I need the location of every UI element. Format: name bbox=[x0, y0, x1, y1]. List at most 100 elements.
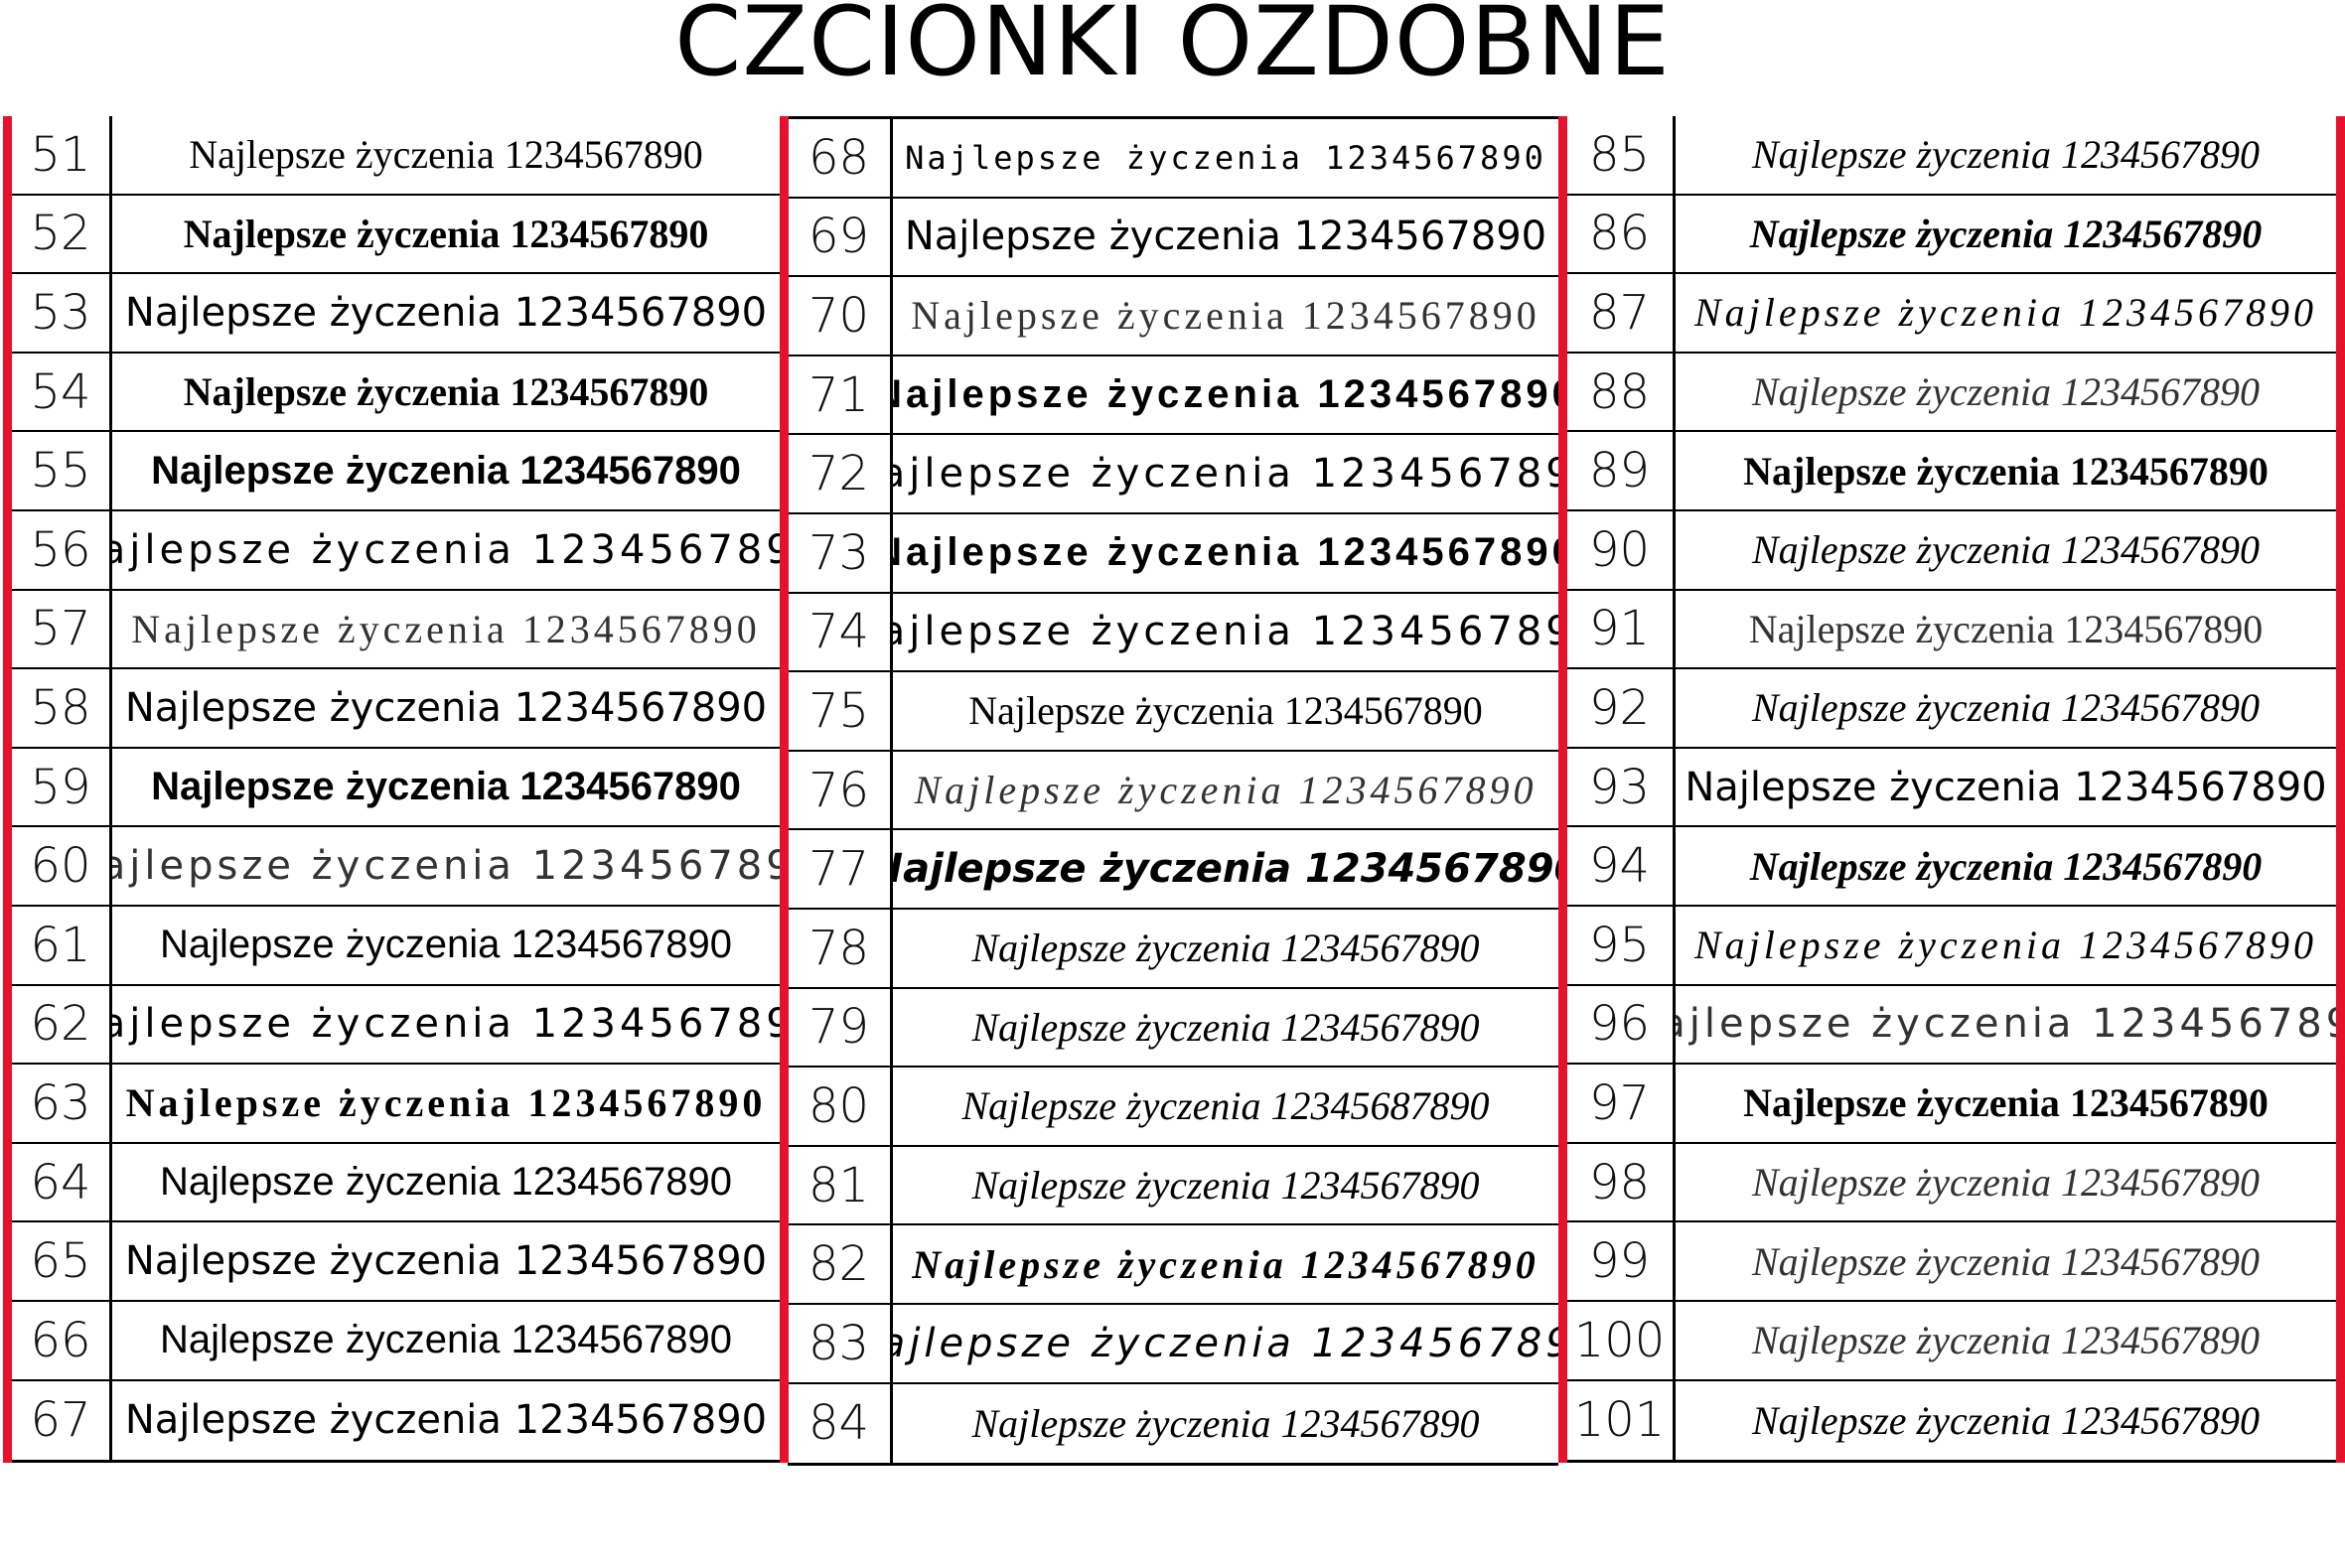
font-sample-row: 58 Najlepsze życzenia 1234567890 bbox=[12, 669, 780, 749]
font-number: 80 bbox=[788, 1068, 893, 1145]
font-number: 65 bbox=[12, 1222, 112, 1300]
font-sample-text: Najlepsze życzenia 1234567890 bbox=[1751, 527, 2261, 573]
font-number: 90 bbox=[1566, 511, 1676, 589]
font-sample-row: 69 Najlepsze życzenia 1234567890 bbox=[788, 198, 1558, 278]
font-sample-text: Najlepsze życzenia 1234567890 bbox=[151, 765, 741, 809]
font-sample-text: Najlepsze życzenia 1234567890 bbox=[183, 211, 709, 256]
font-sample-text: Najlepsze życzenia 1234567890 bbox=[893, 530, 1558, 575]
font-sample-text: Najlepsze życzenia 1234567890 bbox=[1751, 369, 2261, 415]
font-column-3: 85 Najlepsze życzenia 1234567890 86 Najleps… bbox=[1566, 116, 2336, 1463]
font-sample-text: Najlepsze życzenia 1234567890 bbox=[160, 923, 732, 967]
font-sample-row: 62Najlepsze życzenia 1234567890 bbox=[12, 985, 780, 1066]
font-sample-text: Najlepsze życzenia 1234567890 bbox=[971, 1004, 1480, 1050]
font-sample-text: Najlepsze życzenia 1234567890 bbox=[1748, 606, 2264, 651]
font-sample-text: Najlepsze życzenia 1234567890 bbox=[1751, 685, 2261, 731]
font-sample-text: Najlepsze życzenia 1234567890 bbox=[1751, 1160, 2261, 1206]
font-number: 52 bbox=[12, 195, 112, 273]
font-number: 82 bbox=[788, 1225, 893, 1303]
font-number: 88 bbox=[1566, 353, 1676, 431]
font-sample-row: 94 Najlepsze życzenia 1234567890 bbox=[1566, 827, 2336, 907]
font-number: 98 bbox=[1566, 1143, 1676, 1221]
font-sample-text: Najlepsze życzenia 1234567890 bbox=[1749, 211, 2263, 256]
font-sample-text: Najlepsze życzenia 1234567890 bbox=[1693, 290, 2318, 336]
font-sample-text: Najlepsze życzenia 1234567890 bbox=[971, 1400, 1480, 1446]
font-number: 56 bbox=[12, 511, 112, 589]
font-sample-text: Najlepsze życzenia 1234567890 bbox=[1743, 448, 2269, 494]
font-sample-row: 92 Najlepsze życzenia 1234567890 bbox=[1566, 669, 2336, 749]
font-number: 99 bbox=[1566, 1222, 1676, 1300]
font-number: 70 bbox=[788, 277, 893, 355]
font-number: 81 bbox=[788, 1146, 893, 1224]
font-sample-text: Najlepsze życzenia 1234567890 bbox=[905, 138, 1546, 177]
font-sample-row: 82 Najlepsze życzenia 1234567890 bbox=[788, 1225, 1558, 1305]
font-number: 54 bbox=[12, 353, 112, 431]
font-number: 73 bbox=[788, 514, 893, 592]
font-number: 95 bbox=[1566, 907, 1676, 984]
red-divider bbox=[3, 116, 12, 1463]
font-sample-text: Najlepsze życzenia 1234567890 bbox=[124, 1238, 768, 1285]
font-sample-text: Najlepsze życzenia 1234567890 bbox=[125, 1080, 767, 1126]
font-sample-text: Najlepsze życzenia 1234567890 bbox=[971, 1163, 1480, 1209]
font-number: 62 bbox=[12, 985, 112, 1064]
font-number: 71 bbox=[788, 356, 893, 434]
font-sample-row: 100 Najlepsze życzenia 1234567890 bbox=[1566, 1302, 2336, 1381]
font-number: 58 bbox=[12, 669, 112, 747]
font-sample-text: Najlepsze życzenia 1234567890 bbox=[1676, 1001, 2336, 1048]
font-number: 93 bbox=[1566, 748, 1676, 826]
font-sample-text: Najlepsze życzenia 1234567890 bbox=[893, 372, 1558, 417]
font-sample-text: Najlepsze życzenia 1234567890 bbox=[1751, 132, 2261, 178]
font-sample-row: 64 Najlepsze życzenia 1234567890 bbox=[12, 1143, 780, 1223]
font-sample-text: Najlepsze życzenia 1234567890 bbox=[904, 214, 1547, 260]
font-number: 87 bbox=[1566, 274, 1676, 352]
font-sample-row: 76 Najlepsze życzenia 1234567890 bbox=[788, 751, 1558, 831]
font-sample-row: 72Najlepsze życzenia 1234567890 bbox=[788, 435, 1558, 514]
font-sample-row: 89 Najlepsze życzenia 1234567890 bbox=[1566, 432, 2336, 511]
font-sample-row: 99 Najlepsze życzenia 1234567890 bbox=[1566, 1222, 2336, 1302]
font-sample-text: Najlepsze życzenia 1234567890 bbox=[1693, 923, 2318, 968]
font-sample-row: 71 Najlepsze życzenia 1234567890 bbox=[788, 356, 1558, 436]
font-sample-row: 61 Najlepsze życzenia 1234567890 bbox=[12, 907, 780, 986]
font-sample-text: Najlepsze życzenia 1234567890 bbox=[160, 1160, 732, 1205]
font-sample-row: 55 Najlepsze życzenia 1234567890 bbox=[12, 432, 780, 511]
font-number: 75 bbox=[788, 672, 893, 750]
font-sample-text: Najlepsze życzenia 1234567890 bbox=[112, 1001, 780, 1048]
red-divider bbox=[780, 116, 789, 1463]
font-sample-text: Najlepsze życzenia 1234567890 bbox=[1751, 1238, 2261, 1284]
font-sample-row: 93 Najlepsze życzenia 1234567890 bbox=[1566, 748, 2336, 828]
font-number: 77 bbox=[788, 830, 893, 908]
font-number: 100 bbox=[1566, 1302, 1676, 1379]
font-sample-row: 51 Najlepsze życzenia 1234567890 bbox=[12, 116, 780, 196]
font-sample-row: 75 Najlepsze życzenia 1234567890 bbox=[788, 672, 1558, 752]
font-sample-row: 91 Najlepsze życzenia 1234567890 bbox=[1566, 590, 2336, 670]
font-number: 74 bbox=[788, 593, 893, 671]
font-sample-text: Najlepsze życzenia 1234567890 bbox=[968, 688, 1483, 734]
font-number: 61 bbox=[12, 907, 112, 984]
font-sample-row: 67 Najlepsze życzenia 1234567890 bbox=[12, 1380, 780, 1461]
font-number: 85 bbox=[1566, 116, 1676, 194]
font-sample-row: 96Najlepsze życzenia 1234567890 bbox=[1566, 985, 2336, 1066]
font-sample-row: 79 Najlepsze życzenia 1234567890 bbox=[788, 988, 1558, 1069]
font-number: 79 bbox=[788, 988, 893, 1067]
font-sample-row: 73 Najlepsze życzenia 1234567890 bbox=[788, 514, 1558, 594]
font-sample-row: 56Najlepsze życzenia 1234567890 bbox=[12, 511, 780, 591]
font-sample-text: Najlepsze życzenia 1234567890 bbox=[1749, 843, 2263, 889]
font-sample-text: Najlepsze życzenia 12345687890 bbox=[961, 1083, 1490, 1129]
font-sample-text: Najlepsze życzenia 1234567890 bbox=[893, 1320, 1558, 1366]
font-sample-row: 86 Najlepsze życzenia 1234567890 bbox=[1566, 195, 2336, 275]
font-sample-text: Najlepsze życzenia 1234567890 bbox=[112, 843, 780, 890]
font-sample-row: 95 Najlepsze życzenia 1234567890 bbox=[1566, 907, 2336, 986]
font-sample-row: 90 Najlepsze życzenia 1234567890 bbox=[1566, 511, 2336, 591]
font-sample-row: 98 Najlepsze życzenia 1234567890 bbox=[1566, 1143, 2336, 1223]
font-sample-text: Najlepsze życzenia 1234567890 bbox=[183, 369, 709, 415]
font-number: 55 bbox=[12, 432, 112, 509]
font-number: 84 bbox=[788, 1383, 893, 1464]
font-sample-text: Najlepsze życzenia 1234567890 bbox=[1685, 764, 2327, 810]
font-sample-row: 57 Najlepsze życzenia 1234567890 bbox=[12, 590, 780, 670]
font-number: 63 bbox=[12, 1065, 112, 1142]
font-sample-text: Najlepsze życzenia 1234567890 bbox=[124, 1397, 768, 1444]
font-sample-row: 88 Najlepsze życzenia 1234567890 bbox=[1566, 353, 2336, 433]
font-sample-text: Najlepsze życzenia 1234567890 bbox=[893, 609, 1558, 655]
font-number: 60 bbox=[12, 827, 112, 905]
font-sample-row: 85 Najlepsze życzenia 1234567890 bbox=[1566, 116, 2336, 196]
red-divider bbox=[1558, 116, 1567, 1463]
